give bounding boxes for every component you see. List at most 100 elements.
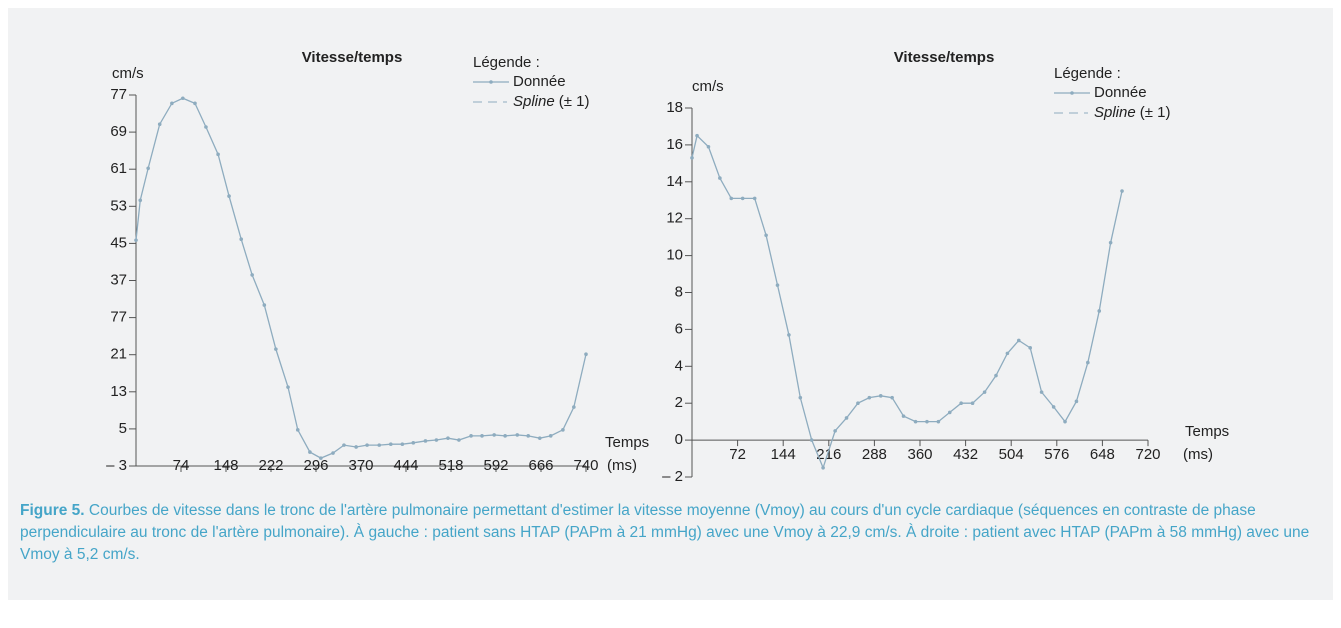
y-tick-label: 53 [110,197,127,214]
data-point [537,436,542,440]
y-tick-label: 2 [675,394,683,411]
data-point [1086,360,1090,365]
data-point [411,441,416,445]
legend-dot [489,80,493,84]
data-point [890,395,894,400]
data-point [1051,405,1056,409]
data-point [388,442,393,447]
data-point [365,443,369,447]
x-tick-label: 288 [862,446,887,463]
data-point [809,438,814,442]
data-point [138,198,143,203]
data-point [400,442,405,447]
data-point [286,385,290,389]
data-point [515,433,520,437]
data-point [798,395,803,400]
data-point [181,96,185,101]
data-point [561,428,565,432]
y-tick-label: 4 [675,357,683,374]
data-point [740,196,745,201]
data-point [775,283,780,287]
legend-entry: Donnée [513,73,566,90]
data-point [492,433,496,437]
y-tick-label: 77 [110,86,127,103]
legend-entry: Donnée [1094,84,1147,101]
x-axis-label: Temps [605,434,649,451]
data-point [331,451,335,455]
y-tick-label: 37 [110,271,127,288]
data-point [936,419,941,424]
data-point [1039,390,1044,394]
data-point [548,434,553,438]
data-point [913,419,918,424]
y-tick-label: 12 [666,210,683,227]
x-tick-label: 740 [573,457,598,474]
y-tick-label: 18 [666,99,683,116]
data-point [718,176,722,180]
data-point [970,401,975,406]
x-tick-label: 432 [953,446,978,463]
data-point [157,122,162,127]
figure-panel [8,8,1333,600]
data-point [354,445,358,449]
y-tick-label: 16 [666,136,683,153]
x-axis-unit: (ms) [607,457,637,474]
legend-title: Légende : [1054,65,1121,82]
data-point [1074,399,1079,404]
data-point [1028,346,1032,350]
caption-text: Courbes de vitesse dans le tronc de l'ar… [20,502,1310,563]
legend-entry-rest: (± 1) [1140,104,1171,121]
data-point [925,419,929,424]
data-point [1097,309,1102,313]
x-tick-label: 148 [213,457,238,474]
x-tick-label: 296 [303,457,328,474]
data-point [146,166,150,171]
data-point [947,410,952,415]
x-axis-unit: (ms) [1183,446,1213,463]
y-tick-label: 0 [675,431,683,448]
data-point [982,390,987,394]
data-line [135,97,587,459]
x-tick-label: 720 [1135,446,1160,463]
data-point [274,347,278,351]
data-point [878,394,883,398]
x-tick-label: 666 [528,457,553,474]
y-tick-label: 14 [666,173,683,190]
x-tick-label: 592 [483,457,508,474]
x-tick-label: 370 [348,457,373,474]
data-point [1017,338,1021,343]
data-point [193,101,197,106]
y-tick-label: 8 [675,283,683,300]
data-point [901,414,906,418]
data-point [1108,240,1113,245]
y-tick-label: 61 [110,160,127,177]
data-point [844,416,849,420]
legend-entry: Spline (± 1) [513,93,589,110]
data-point [856,401,860,406]
x-tick-label: 648 [1090,446,1115,463]
data-point [377,443,382,447]
data-point [308,450,312,454]
y-axis-label: cm/s [692,78,724,95]
caption: Figure 5. Courbes de vitesse dans le tro… [20,500,1320,566]
legend-dot [1070,91,1074,95]
chart-title: Vitesse/temps [302,49,403,66]
data-line [691,134,1123,470]
x-tick-label: 518 [438,457,463,474]
x-tick-label: 360 [907,446,932,463]
data-point [204,125,208,129]
data-point [764,233,768,238]
data-point [295,428,300,432]
x-tick-label: 72 [729,446,746,463]
data-point [584,352,588,357]
data-point [227,194,231,198]
legend-title: Légende : [473,54,540,71]
data-point [526,434,531,438]
y-tick-label: – 2 [662,468,683,485]
x-tick-label: 504 [999,446,1024,463]
data-point [1120,189,1124,193]
x-tick-label: 216 [816,446,841,463]
data-point [752,196,757,201]
